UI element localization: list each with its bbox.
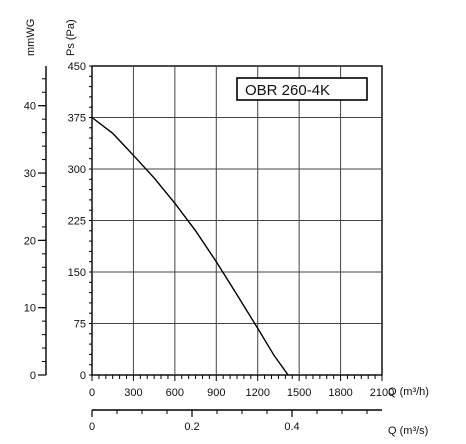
x-tick-label: 2100 — [370, 387, 394, 399]
secondary-y-tick-label: 0 — [30, 370, 36, 382]
secondary-y-axis-label: mmWG — [25, 19, 37, 56]
y-axis-label: Ps (Pa) — [65, 19, 77, 56]
secondary-x-tick-label: 0 — [89, 421, 95, 433]
x-tick-label: 1800 — [328, 387, 352, 399]
y-tick-label: 300 — [68, 164, 86, 176]
performance-curve — [91, 116, 289, 376]
secondary-y-tick-label: 20 — [24, 235, 36, 247]
grid — [91, 65, 383, 376]
model-label-box: OBR 260-4K — [236, 77, 368, 101]
secondary-x-tick-label: 0.4 — [284, 421, 299, 433]
x-axis-label: Q (m³/h) — [388, 386, 429, 398]
model-label: OBR 260-4K — [245, 82, 330, 99]
x-tick-label: 900 — [207, 387, 225, 399]
x-tick-label: 1500 — [287, 387, 311, 399]
secondary-x-axis-label: Q (m³/s) — [388, 425, 428, 437]
x-tick-label: 1200 — [245, 387, 269, 399]
curve-layer — [91, 116, 289, 376]
secondary-y-tick-label: 10 — [24, 303, 36, 315]
secondary-y-tick-label: 40 — [24, 101, 36, 113]
x-tick-label: 0 — [89, 387, 95, 399]
y-tick-label: 75 — [74, 319, 86, 331]
x-tick-label: 300 — [124, 387, 142, 399]
secondary-x-tick-label: 0.2 — [184, 421, 199, 433]
y-tick-label: 225 — [68, 216, 86, 228]
secondary-y-tick-label: 30 — [24, 168, 36, 180]
x-tick-label: 600 — [166, 387, 184, 399]
axes: 0 300 600 900 1200 1500 1800 210007515022530037… — [24, 61, 394, 433]
y-tick-label: 450 — [68, 61, 86, 73]
y-tick-label: 0 — [80, 370, 86, 382]
y-tick-label: 375 — [68, 113, 86, 125]
y-tick-label: 150 — [68, 267, 86, 279]
